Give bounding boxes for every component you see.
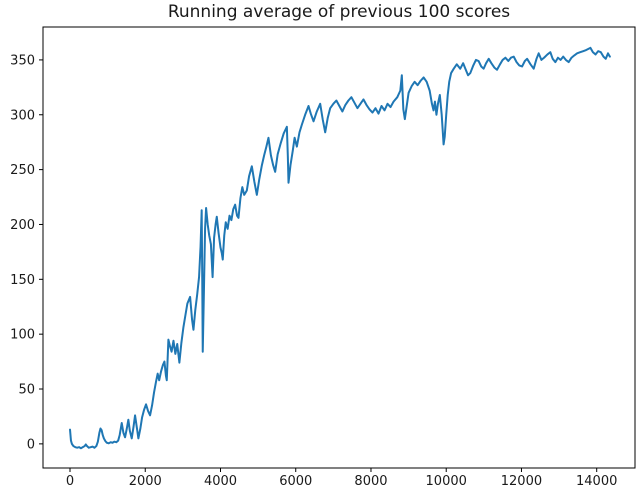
x-axis-tick-label: 2000: [129, 474, 162, 489]
x-axis-tick-label: 10000: [426, 474, 467, 489]
data-line-running-average: [69, 46, 611, 450]
x-axis-tick-label: 8000: [354, 474, 387, 489]
plot-frame: [42, 26, 636, 469]
y-axis-tick-label: 250: [10, 163, 35, 178]
x-axis-tick-label: 14000: [576, 474, 617, 489]
y-axis-tick-label: 300: [10, 108, 35, 123]
y-axis-tick-label: 350: [10, 53, 35, 68]
x-axis-tick-label: 4000: [204, 474, 237, 489]
x-axis-tick-label: 12000: [501, 474, 542, 489]
y-axis-tick-label: 200: [10, 218, 35, 233]
y-axis-tick-label: 0: [27, 437, 35, 452]
x-axis-tick-label: 6000: [279, 474, 312, 489]
x-axis-tick-label: 0: [66, 474, 74, 489]
y-axis-tick-label: 50: [18, 383, 35, 398]
y-axis-tick-label: 150: [10, 273, 35, 288]
y-axis-tick-label: 100: [10, 328, 35, 343]
chart-title: Running average of previous 100 scores: [167, 2, 511, 22]
